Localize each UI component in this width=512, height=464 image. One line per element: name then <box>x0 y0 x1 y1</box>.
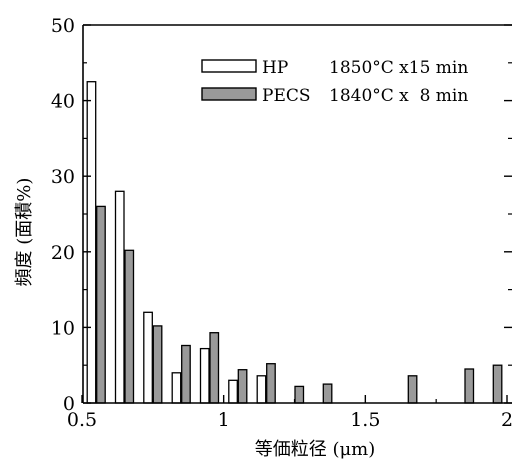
x-tick-label: 2 <box>501 409 512 431</box>
bar-pecs-10 <box>464 368 475 404</box>
x-tick-label: 0.5 <box>67 409 97 431</box>
y-axis-title: 頻度 (面積%) <box>14 178 35 287</box>
bar-hp-0 <box>86 81 97 404</box>
bar-pecs-4 <box>209 332 220 404</box>
legend-swatch-hp <box>201 59 257 73</box>
ticks-layer: 0 10 20 30 40 50 0.5 1 1.5 2 <box>51 15 512 431</box>
bar-hp-6 <box>256 375 267 404</box>
y-tick-label: 40 <box>51 91 75 113</box>
bar-hp-3 <box>171 372 182 404</box>
bar-pecs-6 <box>266 363 276 404</box>
bar-pecs-9 <box>407 375 418 404</box>
legend-swatch-pecs <box>201 87 257 101</box>
bar-pecs-11 <box>492 364 503 404</box>
bar-pecs-0 <box>96 205 106 404</box>
x-tick-label: 1 <box>218 409 230 431</box>
bar-pecs-3 <box>181 344 191 404</box>
bar-pecs-8 <box>322 383 333 404</box>
bar-hp-5 <box>228 379 238 404</box>
bar-hp-1 <box>114 190 125 404</box>
bar-pecs-2 <box>152 325 163 404</box>
y-tick-label: 10 <box>51 317 75 339</box>
y-tick-label: 30 <box>51 166 75 188</box>
bar-hp-4 <box>199 347 210 404</box>
bars-layer <box>86 81 503 404</box>
y-tick-label: 50 <box>51 15 75 37</box>
legend-label-pecs: PECS <box>262 86 311 106</box>
legend-condition-pecs: 1840°C x 8 min <box>329 86 468 106</box>
bar-pecs-7 <box>294 385 305 404</box>
y-tick-label: 20 <box>51 242 75 264</box>
bar-pecs-1 <box>124 249 135 404</box>
bar-pecs-5 <box>237 369 248 404</box>
legend-condition-hp: 1850°C x15 min <box>329 58 468 78</box>
bar-hp-2 <box>143 311 153 404</box>
x-tick-label: 1.5 <box>350 409 380 431</box>
y-tick-label: 0 <box>63 393 75 415</box>
legend: HP 1850°C x15 min PECS 1840°C x 8 min <box>201 58 468 106</box>
x-axis-title: 等価粒径 (μm) <box>255 439 376 460</box>
legend-label-hp: HP <box>262 58 288 78</box>
